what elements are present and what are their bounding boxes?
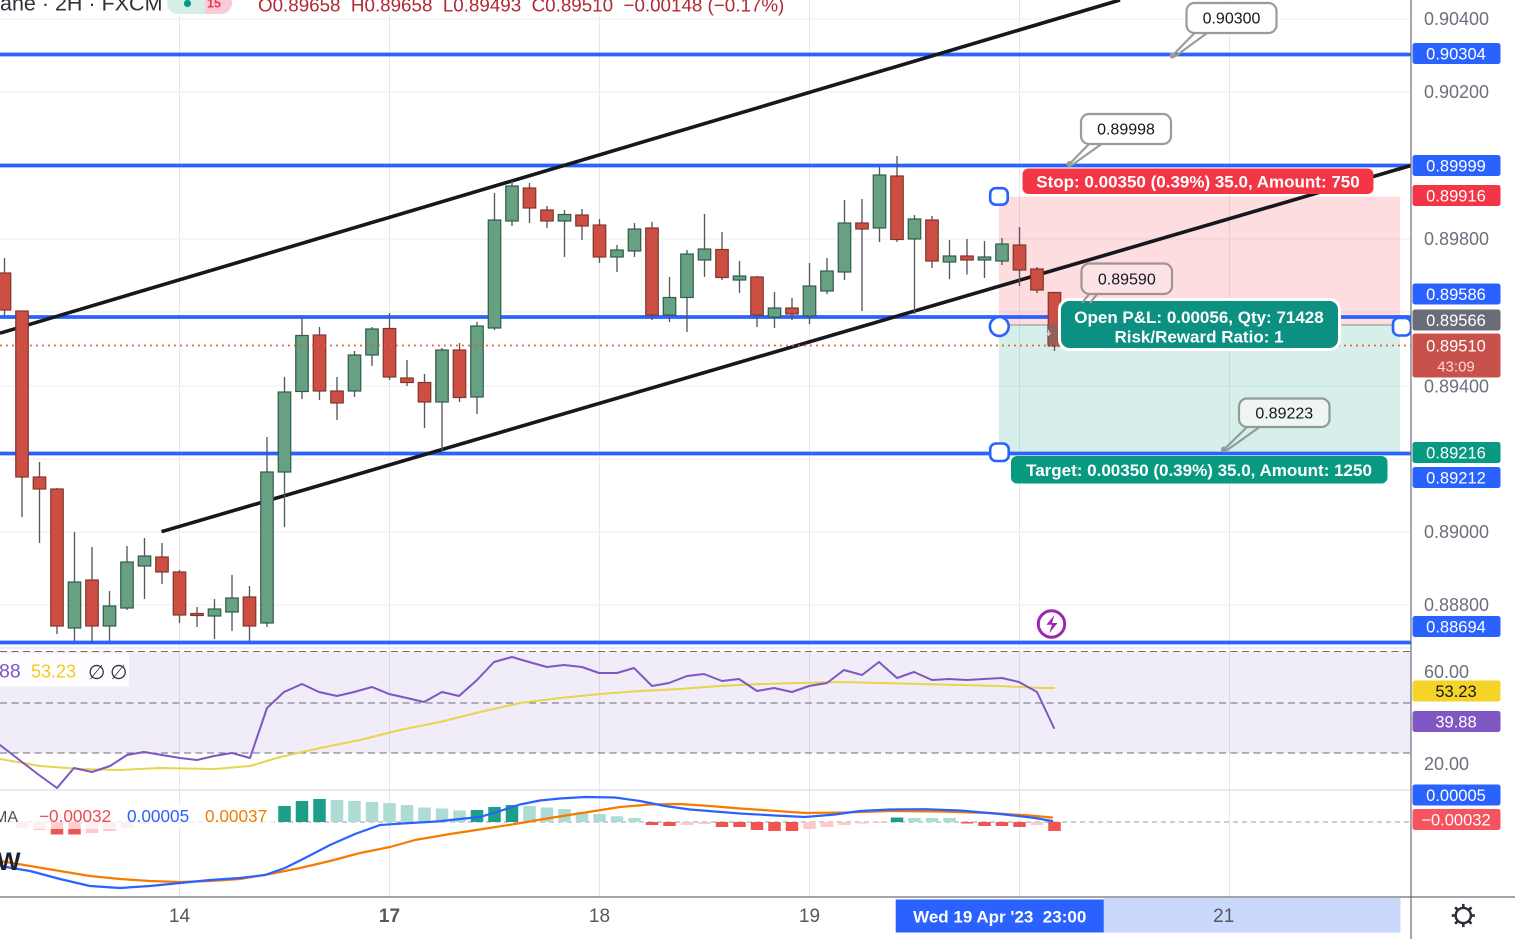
svg-text:0.89916: 0.89916: [1426, 187, 1486, 205]
svg-text:0.89400: 0.89400: [1424, 377, 1489, 397]
svg-text:0.89999: 0.89999: [1426, 157, 1486, 175]
svg-text:18: 18: [589, 906, 610, 927]
svg-text:0.90200: 0.90200: [1424, 82, 1489, 102]
svg-text:∅: ∅: [110, 662, 127, 684]
svg-text:0.89998: 0.89998: [1097, 122, 1155, 139]
svg-text:Open P&L: 0.00056, Qty: 71428: Open P&L: 0.00056, Qty: 71428: [1074, 308, 1323, 327]
svg-text:43:09: 43:09: [1437, 359, 1475, 376]
svg-text:0.88800: 0.88800: [1424, 595, 1489, 615]
svg-text:0.90300: 0.90300: [1203, 11, 1261, 28]
svg-text:∅: ∅: [88, 662, 105, 684]
svg-text:−0.00032: −0.00032: [1421, 811, 1490, 829]
svg-text:0.90304: 0.90304: [1426, 45, 1486, 63]
svg-text:15: 15: [207, 0, 221, 11]
svg-text:O0.89658 H0.89658 L0.89493: O0.89658 H0.89658 L0.89493 C0.89510 −0.0…: [258, 0, 784, 16]
svg-text:0.89000: 0.89000: [1424, 522, 1489, 542]
svg-text:0.89586: 0.89586: [1426, 286, 1486, 304]
svg-text:Wed 19 Apr '23 23:00: Wed 19 Apr '23 23:00: [913, 908, 1086, 927]
svg-text:W: W: [0, 848, 21, 876]
svg-text:0.89800: 0.89800: [1424, 229, 1489, 249]
svg-text:MA: MA: [0, 809, 18, 826]
svg-text:0.88694: 0.88694: [1426, 618, 1486, 636]
svg-text:60.00: 60.00: [1424, 662, 1469, 682]
svg-text:88: 88: [0, 661, 21, 683]
svg-text:−0.00032: −0.00032: [39, 806, 111, 826]
svg-text:Target: 0.00350 (0.39%) 35.0,: Target: 0.00350 (0.39%) 35.0, Amount: 12…: [1026, 461, 1372, 480]
svg-text:14: 14: [169, 906, 191, 927]
svg-text:ane · 2H · FXCM: ane · 2H · FXCM: [0, 0, 162, 16]
svg-text:0.89223: 0.89223: [1255, 405, 1313, 422]
svg-text:17: 17: [379, 906, 400, 927]
svg-text:21: 21: [1213, 906, 1234, 927]
svg-text:0.00005: 0.00005: [127, 806, 189, 826]
svg-text:0.89510: 0.89510: [1426, 338, 1486, 356]
svg-text:0.89212: 0.89212: [1426, 469, 1486, 487]
svg-text:0.89566: 0.89566: [1426, 312, 1486, 330]
svg-text:19: 19: [799, 906, 820, 927]
svg-text:0.00037: 0.00037: [205, 806, 267, 826]
svg-text:0.90400: 0.90400: [1424, 9, 1489, 29]
svg-text:Stop: 0.00350 (0.39%) 35.0, Am: Stop: 0.00350 (0.39%) 35.0, Amount: 750: [1036, 173, 1359, 192]
svg-text:0.89590: 0.89590: [1098, 272, 1156, 289]
svg-text:20.00: 20.00: [1424, 754, 1469, 774]
svg-text:0.89216: 0.89216: [1426, 444, 1486, 462]
svg-text:39.88: 39.88: [1435, 713, 1476, 731]
svg-text:0.00005: 0.00005: [1426, 787, 1486, 805]
svg-text:53.23: 53.23: [31, 662, 76, 682]
svg-text:Risk/Reward Ratio: 1: Risk/Reward Ratio: 1: [1114, 328, 1283, 347]
svg-text:53.23: 53.23: [1435, 683, 1476, 701]
